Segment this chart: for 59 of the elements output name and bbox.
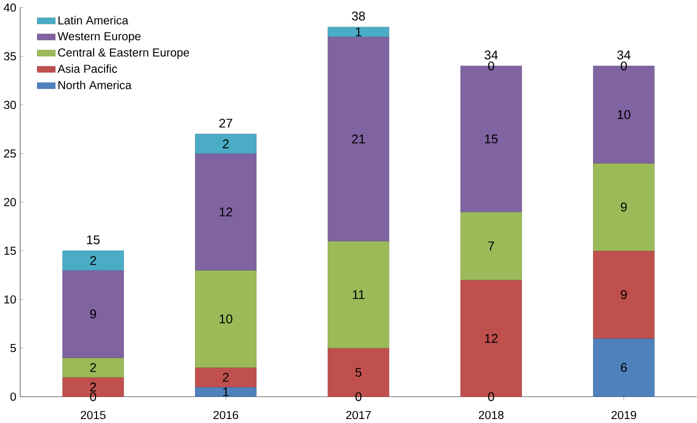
data-label: 7: [488, 242, 494, 250]
legend-label: Central & Eastern Europe: [58, 48, 190, 60]
legend-label: Latin America: [58, 16, 128, 25]
total-label: 38: [352, 12, 365, 21]
data-label: 11: [352, 290, 364, 300]
total-label: 34: [484, 50, 498, 60]
data-label: 15: [485, 134, 498, 144]
bar: [593, 163, 655, 252]
total-label: 34: [617, 50, 630, 60]
data-label: 6: [620, 363, 627, 372]
bar: [62, 250, 124, 271]
legend-label: Western Europe: [58, 32, 141, 43]
x-tick-label: 2017: [346, 411, 371, 420]
y-tick-label: 20: [4, 198, 16, 206]
data-label: 2: [222, 373, 229, 382]
legend-label: North America: [58, 80, 132, 90]
bar: [328, 27, 390, 38]
y-tick-label: 30: [4, 100, 16, 110]
data-label: 2: [222, 140, 229, 148]
bar: [593, 338, 655, 398]
data-label: 9: [620, 202, 627, 212]
bar: [195, 386, 257, 398]
bar: [195, 367, 257, 388]
total-label: 27: [219, 118, 232, 128]
data-label: 12: [485, 334, 498, 343]
x-tick-label: 2016: [213, 411, 238, 420]
x-tick-label: 2018: [478, 411, 504, 420]
data-label: 5: [355, 368, 362, 377]
data-label: 9: [90, 310, 96, 319]
bar: [460, 212, 522, 280]
data-label: 1: [223, 388, 229, 396]
data-label: 21: [352, 134, 365, 144]
y-tick-label: 5: [10, 344, 16, 352]
data-label: 1: [356, 28, 362, 36]
bar: [593, 250, 655, 339]
data-label: 10: [618, 110, 630, 120]
data-label: 9: [620, 290, 627, 300]
data-label: 2: [90, 363, 96, 372]
bar: [328, 241, 390, 348]
x-tick-label: 2015: [80, 411, 106, 420]
y-tick-label: 40: [4, 4, 16, 12]
data-label: 10: [220, 314, 232, 324]
y-tick-label: 0: [10, 392, 16, 401]
data-label: 2: [90, 382, 96, 392]
bar: [195, 153, 257, 271]
y-tick-label: 35: [4, 52, 16, 61]
data-label: 2: [90, 256, 96, 266]
bar: [62, 358, 124, 378]
legend-label: Asia Pacific: [58, 64, 118, 74]
bar: [328, 36, 390, 242]
total-label: 15: [87, 236, 100, 244]
bar: [195, 270, 257, 368]
bar: [195, 134, 257, 154]
y-tick-label: 15: [4, 246, 16, 255]
y-tick-label: 25: [4, 150, 16, 158]
x-tick-label: 2019: [612, 411, 636, 420]
y-tick-label: 10: [4, 296, 16, 304]
data-label: 12: [220, 208, 232, 216]
bar: [62, 270, 124, 358]
